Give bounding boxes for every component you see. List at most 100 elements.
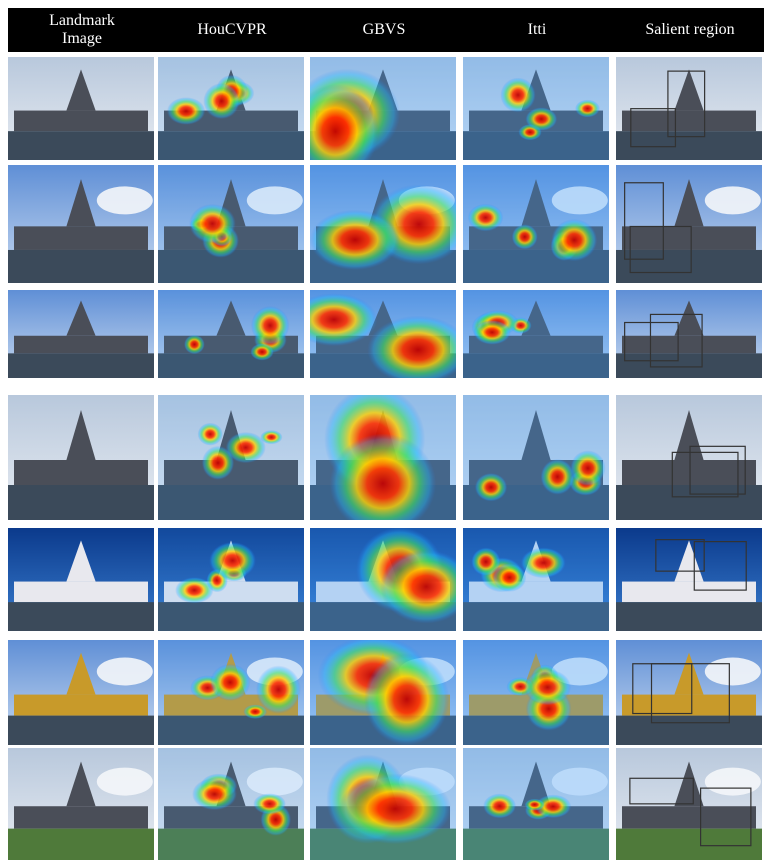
region-box [624, 182, 664, 260]
tower [521, 761, 551, 807]
image-cell [310, 528, 456, 631]
region-box [671, 451, 739, 498]
heat-blob [367, 315, 456, 378]
heat-blob [260, 430, 283, 445]
building [622, 335, 756, 354]
ground [158, 353, 304, 378]
heat-blob [189, 203, 236, 244]
header-label: Landmark Image [49, 12, 115, 47]
building [622, 110, 756, 132]
heat-blob [166, 97, 206, 125]
tower [674, 300, 704, 336]
heat-blob [524, 669, 572, 706]
building [14, 460, 148, 485]
heat-blob [520, 547, 566, 579]
image-cell [8, 290, 154, 378]
image-cell [8, 57, 154, 160]
ground [158, 249, 304, 283]
heat-blob [243, 704, 268, 719]
header-label: Salient region [645, 21, 735, 38]
heat-blob [256, 665, 301, 714]
cloud [551, 186, 608, 215]
heat-blob [192, 777, 237, 811]
cloud [704, 657, 761, 686]
image-cell [8, 640, 154, 745]
tower [66, 179, 96, 227]
ground [616, 249, 762, 283]
heat-blob [500, 77, 536, 113]
cloud [704, 767, 761, 796]
region-box [700, 787, 752, 847]
heat-blob [250, 305, 290, 346]
heat-blob [253, 793, 286, 815]
region-box [649, 313, 703, 368]
building [14, 110, 148, 132]
heat-blob [201, 445, 235, 480]
image-cell [463, 165, 609, 283]
image-cell [310, 395, 456, 520]
header-label: HouCVPR [197, 21, 267, 38]
heat-blob [225, 431, 266, 464]
ground [616, 353, 762, 378]
image-cell [463, 528, 609, 631]
ground [8, 249, 154, 283]
heat-blob [473, 320, 511, 345]
tower [521, 179, 551, 227]
ground [616, 715, 762, 745]
tower [66, 540, 96, 582]
ground [616, 485, 762, 520]
heat-blob [540, 458, 575, 495]
building [14, 806, 148, 829]
ground [8, 131, 154, 160]
ground [8, 353, 154, 378]
image-cell [616, 57, 762, 160]
image-cell [8, 165, 154, 283]
region-box [655, 539, 705, 572]
cells [8, 57, 762, 860]
image-cell [616, 528, 762, 631]
region-box [689, 445, 746, 495]
ground [616, 828, 762, 860]
ground [158, 602, 304, 631]
image-cell [616, 748, 762, 860]
ground [463, 602, 609, 631]
image-cell [158, 748, 304, 860]
ground [463, 828, 609, 860]
tower [66, 300, 96, 336]
heat-blob [364, 653, 450, 745]
heat-blob [310, 293, 378, 347]
heat-blob [184, 334, 205, 355]
image-cell [463, 748, 609, 860]
cloud [246, 767, 303, 796]
image-cell [463, 290, 609, 378]
cloud [96, 657, 153, 686]
region-box [629, 777, 694, 805]
tower [674, 652, 704, 695]
heat-blob [524, 798, 545, 811]
image-cell [158, 528, 304, 631]
heat-blob [338, 773, 452, 845]
tower [674, 761, 704, 807]
image-cell [616, 640, 762, 745]
image-cell [310, 57, 456, 160]
header-cell: Itti [463, 8, 611, 52]
cloud [96, 186, 153, 215]
region-box [667, 70, 706, 138]
tower [66, 410, 96, 460]
ground [158, 131, 304, 160]
image-cell [310, 748, 456, 860]
heat-blob [570, 450, 606, 487]
image-cell [158, 290, 304, 378]
building [622, 226, 756, 250]
heat-blob [209, 663, 251, 701]
heat-blob [209, 541, 256, 580]
heat-blob [471, 547, 501, 576]
building [14, 694, 148, 716]
image-cell [463, 57, 609, 160]
ground [8, 485, 154, 520]
image-cell [616, 395, 762, 520]
header-cell: Salient region [616, 8, 764, 52]
heat-blob [310, 209, 401, 270]
building [622, 806, 756, 829]
region-box [629, 225, 692, 274]
